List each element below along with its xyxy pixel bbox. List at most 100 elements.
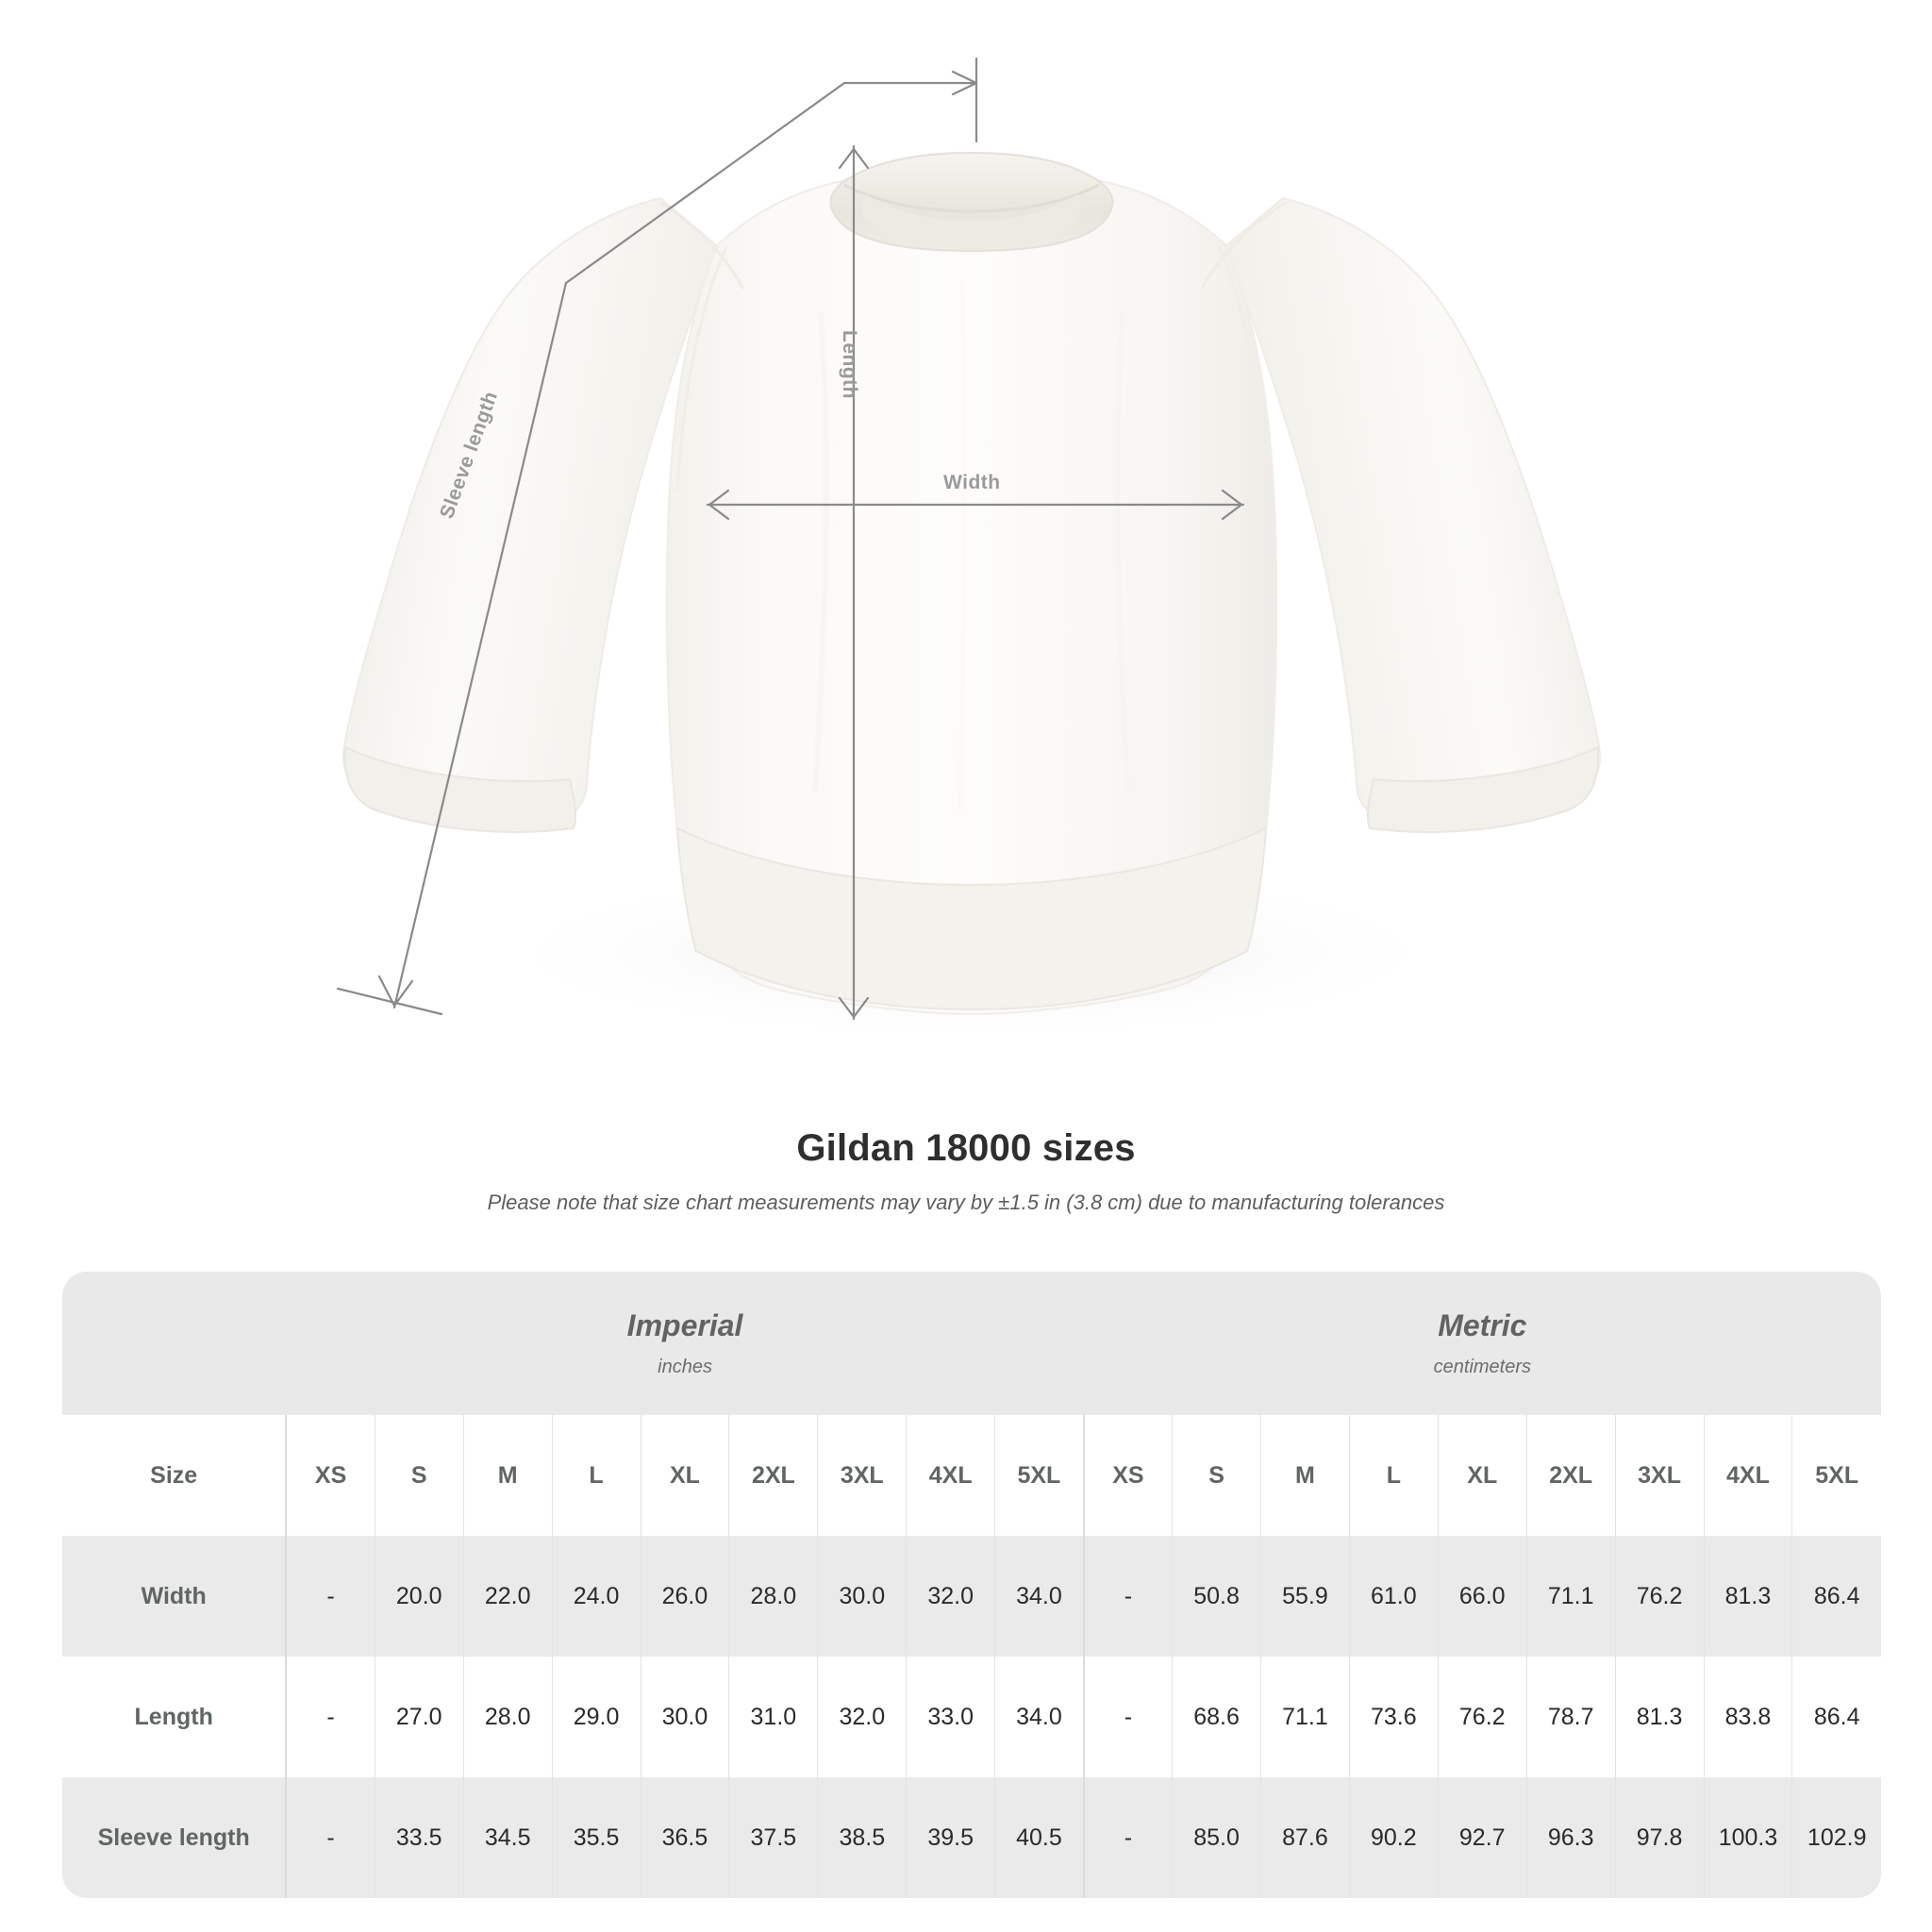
length-dimension-label: Length	[839, 330, 860, 399]
title-block: Gildan 18000 sizes Please note that size…	[0, 1127, 1932, 1215]
value-cell: 87.6	[1259, 1777, 1350, 1898]
value-text: 33.0	[927, 1703, 974, 1730]
value-cell: 71.1	[1525, 1536, 1616, 1657]
size-header-cell: S	[1172, 1415, 1261, 1536]
value-cell: 34.0	[994, 1536, 1084, 1657]
value-text: 24.0	[573, 1582, 620, 1609]
value-cell: 73.6	[1348, 1657, 1439, 1777]
size-table-container: Imperial inches Metric centimeters Size …	[62, 1272, 1881, 1898]
size-header-cell: 3XL	[817, 1415, 907, 1536]
size-header-text: 3XL	[1638, 1461, 1681, 1489]
value-text: 87.6	[1282, 1824, 1328, 1851]
value-text: 85.0	[1193, 1824, 1240, 1851]
value-cell: 22.0	[462, 1536, 553, 1657]
value-text: 92.7	[1458, 1824, 1506, 1851]
size-header-text: 5XL	[1017, 1461, 1061, 1489]
value-text: 71.1	[1547, 1582, 1594, 1609]
value-text: 96.3	[1547, 1824, 1594, 1851]
value-text: 81.3	[1636, 1703, 1683, 1730]
row-label-cell: Length	[62, 1657, 287, 1777]
value-cell: 32.0	[817, 1657, 907, 1777]
value-cell: 27.0	[374, 1657, 464, 1777]
value-cell: 81.3	[1614, 1657, 1705, 1777]
table-row: Width - 20.0 22.0 24.0 26.0 28.0 30.0 32…	[62, 1536, 1881, 1657]
size-header-row: Size XS S M L XL 2XL 3XL 4XL 5XL XS S M …	[62, 1415, 1881, 1536]
metric-header-cell: Metric centimeters	[1083, 1272, 1881, 1415]
page-title: Gildan 18000 sizes	[796, 1127, 1136, 1169]
value-text: -	[1124, 1824, 1133, 1851]
size-header-cell: 4XL	[1703, 1415, 1792, 1536]
value-cell: 71.1	[1259, 1657, 1350, 1777]
value-cell: -	[285, 1536, 375, 1657]
value-cell: 66.0	[1437, 1536, 1527, 1657]
value-text: 27.0	[395, 1703, 442, 1730]
value-text: 76.2	[1458, 1703, 1506, 1730]
value-cell: 28.0	[728, 1536, 818, 1657]
value-cell: 29.0	[551, 1657, 641, 1777]
value-text: 71.1	[1282, 1703, 1328, 1730]
value-cell: 20.0	[374, 1536, 464, 1657]
value-text: 40.5	[1016, 1824, 1062, 1851]
row-label-cell: Sleeve length	[62, 1777, 287, 1898]
value-cell: 38.5	[817, 1777, 907, 1898]
value-text: 34.0	[1016, 1703, 1062, 1730]
size-header-cell: M	[462, 1415, 553, 1536]
value-text: 32.0	[839, 1703, 886, 1730]
value-cell: 36.5	[640, 1777, 729, 1898]
size-header-cell: 3XL	[1614, 1415, 1705, 1536]
value-cell: 92.7	[1437, 1777, 1527, 1898]
value-text: 22.0	[484, 1582, 531, 1609]
value-text: 34.0	[1016, 1582, 1062, 1609]
value-text: 83.8	[1724, 1703, 1772, 1730]
value-cell: 31.0	[728, 1657, 818, 1777]
size-header-text: M	[497, 1461, 518, 1489]
value-text: -	[326, 1582, 335, 1609]
value-text: 78.7	[1547, 1703, 1594, 1730]
value-cell: 78.7	[1525, 1657, 1616, 1777]
size-header-text: XS	[314, 1461, 347, 1489]
size-header-cell: 4XL	[906, 1415, 995, 1536]
value-cell: 33.0	[906, 1657, 995, 1777]
value-cell: 76.2	[1437, 1657, 1527, 1777]
width-dimension-label: Width	[943, 472, 1001, 493]
size-header-cell: S	[374, 1415, 464, 1536]
unit-header-spacer	[62, 1272, 287, 1415]
value-text: 30.0	[839, 1582, 886, 1609]
size-header-text: 2XL	[1549, 1461, 1593, 1489]
value-cell: 90.2	[1348, 1777, 1439, 1898]
value-text: 73.6	[1371, 1703, 1417, 1730]
value-text: 31.0	[750, 1703, 797, 1730]
value-cell: 86.4	[1791, 1536, 1881, 1657]
size-header-cell: 2XL	[1525, 1415, 1616, 1536]
unit-header-row: Imperial inches Metric centimeters	[62, 1272, 1881, 1415]
size-header-text: XL	[669, 1461, 700, 1489]
value-cell: 24.0	[551, 1536, 641, 1657]
value-text: 86.4	[1813, 1703, 1860, 1730]
size-header-text: M	[1295, 1461, 1315, 1489]
value-cell: 28.0	[462, 1657, 553, 1777]
value-cell: 30.0	[640, 1657, 729, 1777]
value-cell: 55.9	[1259, 1536, 1350, 1657]
row-label-cell: Width	[62, 1536, 287, 1657]
size-table: Imperial inches Metric centimeters Size …	[62, 1272, 1881, 1898]
value-text: 61.0	[1371, 1582, 1417, 1609]
size-header-cell: 5XL	[994, 1415, 1084, 1536]
size-header-text: 4XL	[1726, 1461, 1770, 1489]
size-header-cell: M	[1259, 1415, 1350, 1536]
size-header-text: S	[410, 1461, 427, 1489]
value-cell: 39.5	[906, 1777, 995, 1898]
size-header-cell: L	[551, 1415, 641, 1536]
value-text: 38.5	[839, 1824, 886, 1851]
value-cell: -	[285, 1777, 375, 1898]
value-text: 66.0	[1458, 1582, 1506, 1609]
garment-illustration	[336, 57, 1601, 1042]
size-header-text: L	[589, 1461, 604, 1489]
value-text: 100.3	[1718, 1824, 1778, 1851]
value-cell: 33.5	[374, 1777, 464, 1898]
value-text: 28.0	[750, 1582, 797, 1609]
value-text: 55.9	[1282, 1582, 1328, 1609]
value-text: 36.5	[661, 1824, 708, 1851]
value-text: 20.0	[395, 1582, 442, 1609]
value-cell: 97.8	[1614, 1777, 1705, 1898]
